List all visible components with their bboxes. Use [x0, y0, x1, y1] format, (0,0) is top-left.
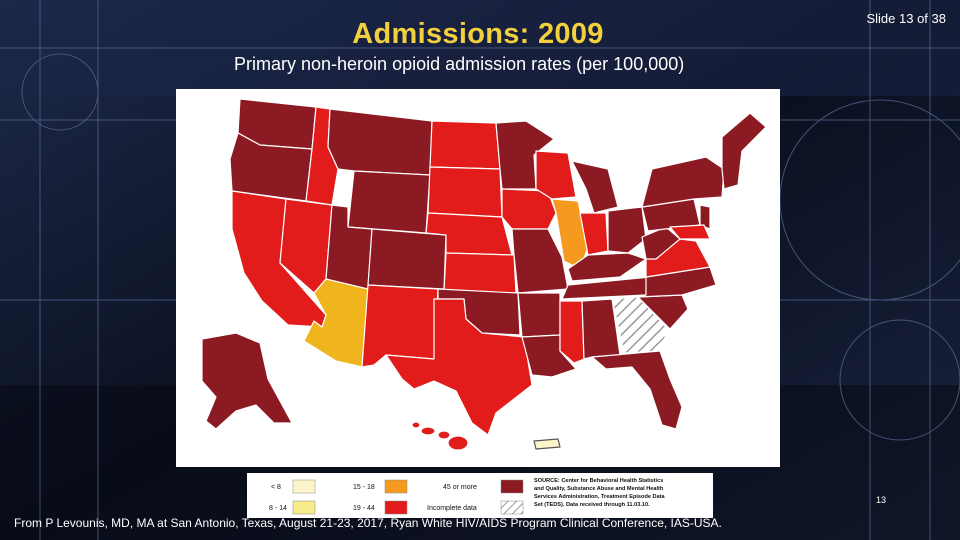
state-colorado	[367, 228, 447, 290]
legend-swatch-15-18	[384, 479, 408, 494]
legend-source-line-3: Services Administration, Treatment Episo…	[534, 494, 666, 500]
state-kansas	[443, 252, 517, 294]
legend-swatch-8-14	[292, 500, 316, 515]
legend-source-line-2: and Quality, Substance Abuse and Mental …	[534, 486, 664, 492]
legend-label-15-18: 15 - 18	[353, 484, 375, 491]
footer-credit: From P Levounis, MD, MA at San Antonio, …	[14, 516, 722, 530]
state-ohio	[607, 206, 647, 254]
legend-label-lt8: < 8	[271, 484, 281, 491]
page-number: 13	[876, 495, 887, 505]
state-minnesota	[495, 120, 555, 190]
legend-source-line-4: Set (TEDS). Data received through 11.03.…	[534, 502, 650, 508]
slide-counter: Slide 13 of 38	[866, 11, 946, 26]
state-new-mexico	[361, 284, 439, 368]
state-new-jersey	[699, 204, 711, 230]
legend-swatch-19-44	[384, 500, 408, 515]
legend-swatch-incomplete	[500, 500, 524, 515]
state-new-england	[721, 112, 767, 190]
legend-source-line-1: SOURCE: Center for Behavioral Health Sta…	[534, 478, 663, 484]
legend-label-19-44: 19 - 44	[353, 505, 375, 512]
state-wyoming	[347, 170, 431, 234]
state-arkansas	[517, 292, 561, 338]
legend-swatch-45plus	[500, 479, 524, 494]
state-south-dakota	[427, 166, 503, 218]
state-mississippi	[559, 300, 585, 364]
slide-subtitle: Primary non-heroin opioid admission rate…	[234, 54, 685, 74]
state-new-york	[641, 156, 725, 208]
state-texas	[385, 298, 533, 436]
state-montana	[327, 108, 433, 176]
slide-title: Admissions: 2009	[352, 18, 604, 50]
map-legend: < 8 8 - 14 15 - 18 19 - 44 45 or more In…	[247, 473, 713, 518]
state-maryland-delaware	[669, 224, 711, 240]
state-wisconsin	[535, 150, 577, 200]
state-michigan	[571, 160, 619, 214]
state-florida	[591, 350, 683, 430]
state-hawaii	[411, 421, 469, 451]
us-map	[176, 89, 780, 467]
state-missouri	[511, 228, 569, 294]
legend-label-8-14: 8 - 14	[269, 505, 287, 512]
legend-label-45plus: 45 or more	[443, 484, 477, 491]
state-georgia	[611, 296, 669, 354]
state-north-dakota	[429, 120, 501, 170]
legend-label-incomplete: Incomplete data	[427, 505, 477, 512]
legend-swatch-lt8	[292, 479, 316, 494]
territory-puerto-rico	[533, 438, 561, 450]
state-alaska	[201, 332, 293, 430]
